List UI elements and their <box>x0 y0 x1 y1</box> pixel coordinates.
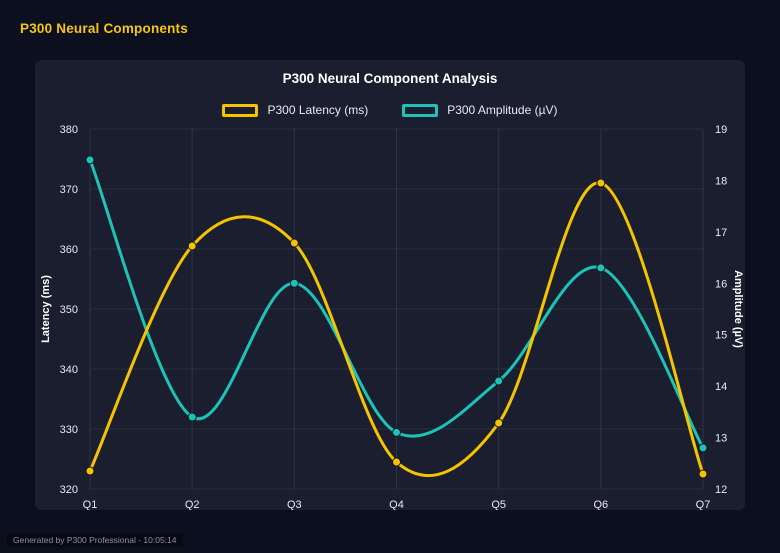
data-point <box>85 155 95 165</box>
x-tick-label: Q6 <box>593 499 608 510</box>
right-axis-title: Amplitude (µV) <box>732 270 744 348</box>
data-point <box>187 412 197 422</box>
x-tick-label: Q4 <box>389 499 404 510</box>
x-tick-label: Q7 <box>696 499 711 510</box>
chart-panel: 320 330 340 350 360 370 380 12 13 14 15 16 17 18 19 Q1 Q… <box>35 60 745 510</box>
data-point <box>187 241 197 251</box>
left-tick-label: 350 <box>60 304 78 316</box>
right-tick-label: 12 <box>715 484 727 496</box>
right-tick-label: 16 <box>715 278 727 290</box>
x-tick-label: Q5 <box>491 499 506 510</box>
footer-status-text: Generated by P300 Professional - 10:05:1… <box>7 533 183 547</box>
left-tick-label: 380 <box>60 124 78 136</box>
data-point <box>494 376 504 386</box>
legend-label-amplitude: P300 Amplitude (µV) <box>447 103 558 117</box>
data-point <box>85 466 95 476</box>
chart-legend: P300 Latency (ms) P300 Amplitude (µV) <box>35 103 745 117</box>
left-tick-label: 330 <box>60 424 78 436</box>
chart-canvas: 320 330 340 350 360 370 380 12 13 14 15 16 17 18 19 Q1 Q… <box>40 124 744 510</box>
right-tick-label: 19 <box>715 124 727 136</box>
data-point <box>596 263 606 273</box>
data-point <box>596 178 606 188</box>
legend-item-latency[interactable]: P300 Latency (ms) <box>222 103 368 117</box>
left-tick-label: 340 <box>60 364 78 376</box>
right-tick-label: 14 <box>715 381 727 393</box>
data-point <box>392 427 401 437</box>
data-point <box>494 418 504 428</box>
left-tick-label: 360 <box>60 244 78 256</box>
x-tick-label: Q3 <box>287 499 302 510</box>
x-tick-label: Q1 <box>83 499 98 510</box>
left-axis-title: Latency (ms) <box>40 275 52 343</box>
legend-label-latency: P300 Latency (ms) <box>267 103 369 117</box>
data-point <box>698 469 708 479</box>
right-tick-label: 17 <box>715 227 727 239</box>
data-point <box>698 443 708 453</box>
chart-title: P300 Neural Component Analysis <box>282 71 498 86</box>
data-point <box>289 238 299 248</box>
data-point <box>289 278 299 288</box>
legend-item-amplitude[interactable]: P300 Amplitude (µV) <box>402 103 558 117</box>
page-title: P300 Neural Components <box>20 21 188 36</box>
legend-swatch-latency <box>222 103 259 117</box>
left-tick-label: 370 <box>60 184 78 196</box>
data-point <box>392 457 401 467</box>
right-tick-label: 15 <box>715 330 727 342</box>
x-tick-label: Q2 <box>185 499 200 510</box>
right-tick-label: 13 <box>715 433 727 445</box>
legend-swatch-amplitude <box>402 103 439 117</box>
right-tick-label: 18 <box>715 175 727 187</box>
left-tick-label: 320 <box>60 484 78 496</box>
